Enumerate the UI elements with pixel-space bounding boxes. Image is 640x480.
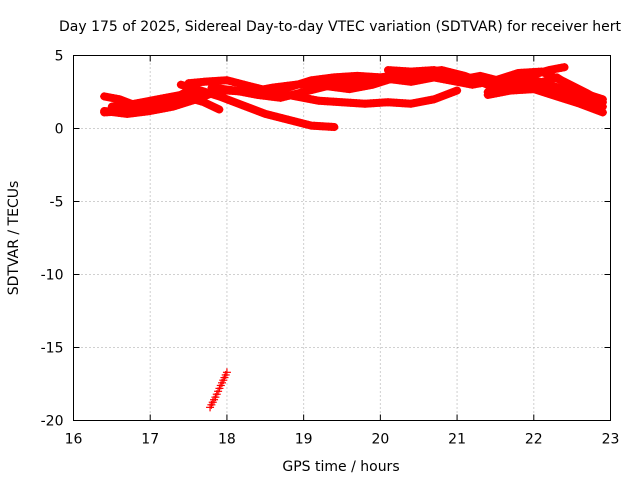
series-satellite-track-11	[483, 85, 607, 117]
data-point	[222, 368, 231, 377]
data-point	[215, 105, 224, 114]
x-tick-label: 23	[602, 432, 620, 448]
grid-lines	[73, 55, 611, 421]
y-tick-label: -20	[41, 414, 64, 430]
data-point	[330, 123, 339, 132]
axis-ticks: 16 17 18 19 20 21 22 23 5 0 -5 -10 -15 -20	[41, 49, 620, 448]
series-satellite-track-12	[206, 368, 231, 412]
y-axis-label: SDTVAR / TECUs	[6, 181, 22, 296]
series-satellite-track-4	[100, 93, 224, 117]
y-tick-label: -15	[41, 341, 64, 357]
data-point	[598, 108, 607, 117]
x-axis-label: GPS time / hours	[282, 459, 399, 475]
y-tick-label: 5	[55, 49, 64, 65]
y-tick-label: 0	[55, 122, 64, 138]
plot-frame	[73, 55, 611, 421]
chart-title: Day 175 of 2025, Sidereal Day-to-day VTE…	[59, 19, 621, 35]
data-point	[453, 86, 462, 95]
y-tick-label: -5	[50, 195, 64, 211]
y-tick-label: -10	[41, 268, 64, 284]
x-tick-label: 21	[448, 432, 466, 448]
x-tick-label: 16	[65, 432, 83, 448]
x-tick-label: 18	[218, 432, 236, 448]
data-point	[560, 63, 569, 72]
x-tick-label: 17	[141, 432, 159, 448]
x-tick-label: 22	[525, 432, 543, 448]
data-point	[598, 98, 607, 107]
data-series	[100, 63, 607, 412]
x-tick-label: 20	[371, 432, 389, 448]
x-tick-label: 19	[295, 432, 313, 448]
